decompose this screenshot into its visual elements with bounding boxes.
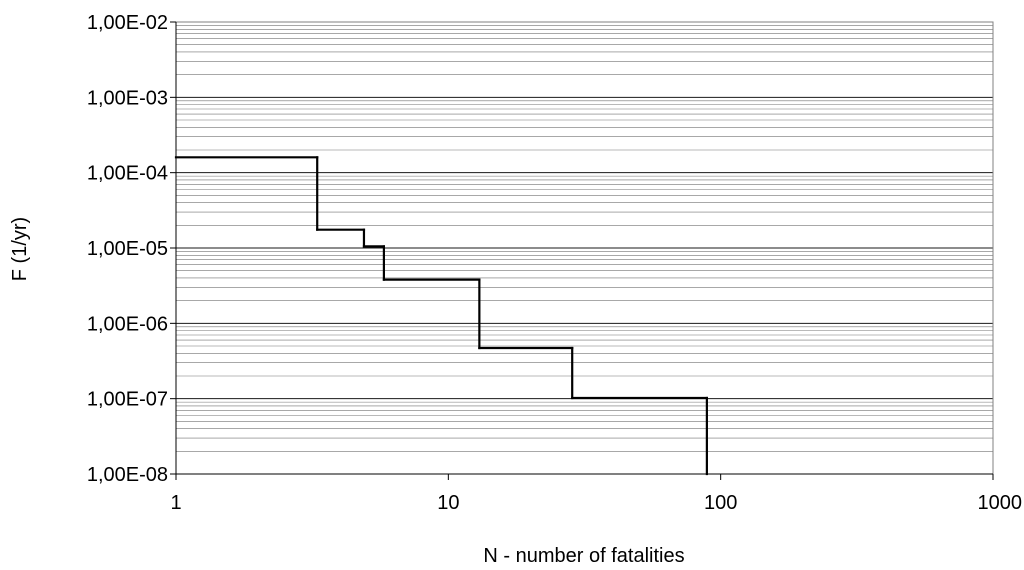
y-tick-label: 1,00E-03 bbox=[87, 87, 168, 109]
series-layer bbox=[174, 156, 708, 476]
y-tick-label: 1,00E-08 bbox=[87, 464, 168, 486]
axes bbox=[170, 21, 994, 480]
y-tick-label: 1,00E-07 bbox=[87, 389, 168, 411]
y-tick-label: 1,00E-06 bbox=[87, 313, 168, 335]
x-tick-label: 10 bbox=[437, 492, 459, 514]
x-tick-label: 100 bbox=[704, 492, 737, 514]
y-tick-label: 1,00E-05 bbox=[87, 238, 168, 260]
y-axis-title: F (1/yr) bbox=[9, 217, 31, 281]
gridlines bbox=[176, 21, 993, 475]
y-tick-label: 1,00E-02 bbox=[87, 12, 168, 34]
x-tick-label: 1000 bbox=[978, 492, 1023, 514]
tick-labels: 1,00E-08 1,00E-07 1,00E-06 1,00E-05 1,00E-04… bbox=[87, 12, 1022, 514]
y-tick-label: 1,00E-04 bbox=[87, 163, 168, 185]
x-axis-title: N - number of fatalities bbox=[483, 545, 684, 567]
x-tick-label: 1 bbox=[170, 492, 181, 514]
